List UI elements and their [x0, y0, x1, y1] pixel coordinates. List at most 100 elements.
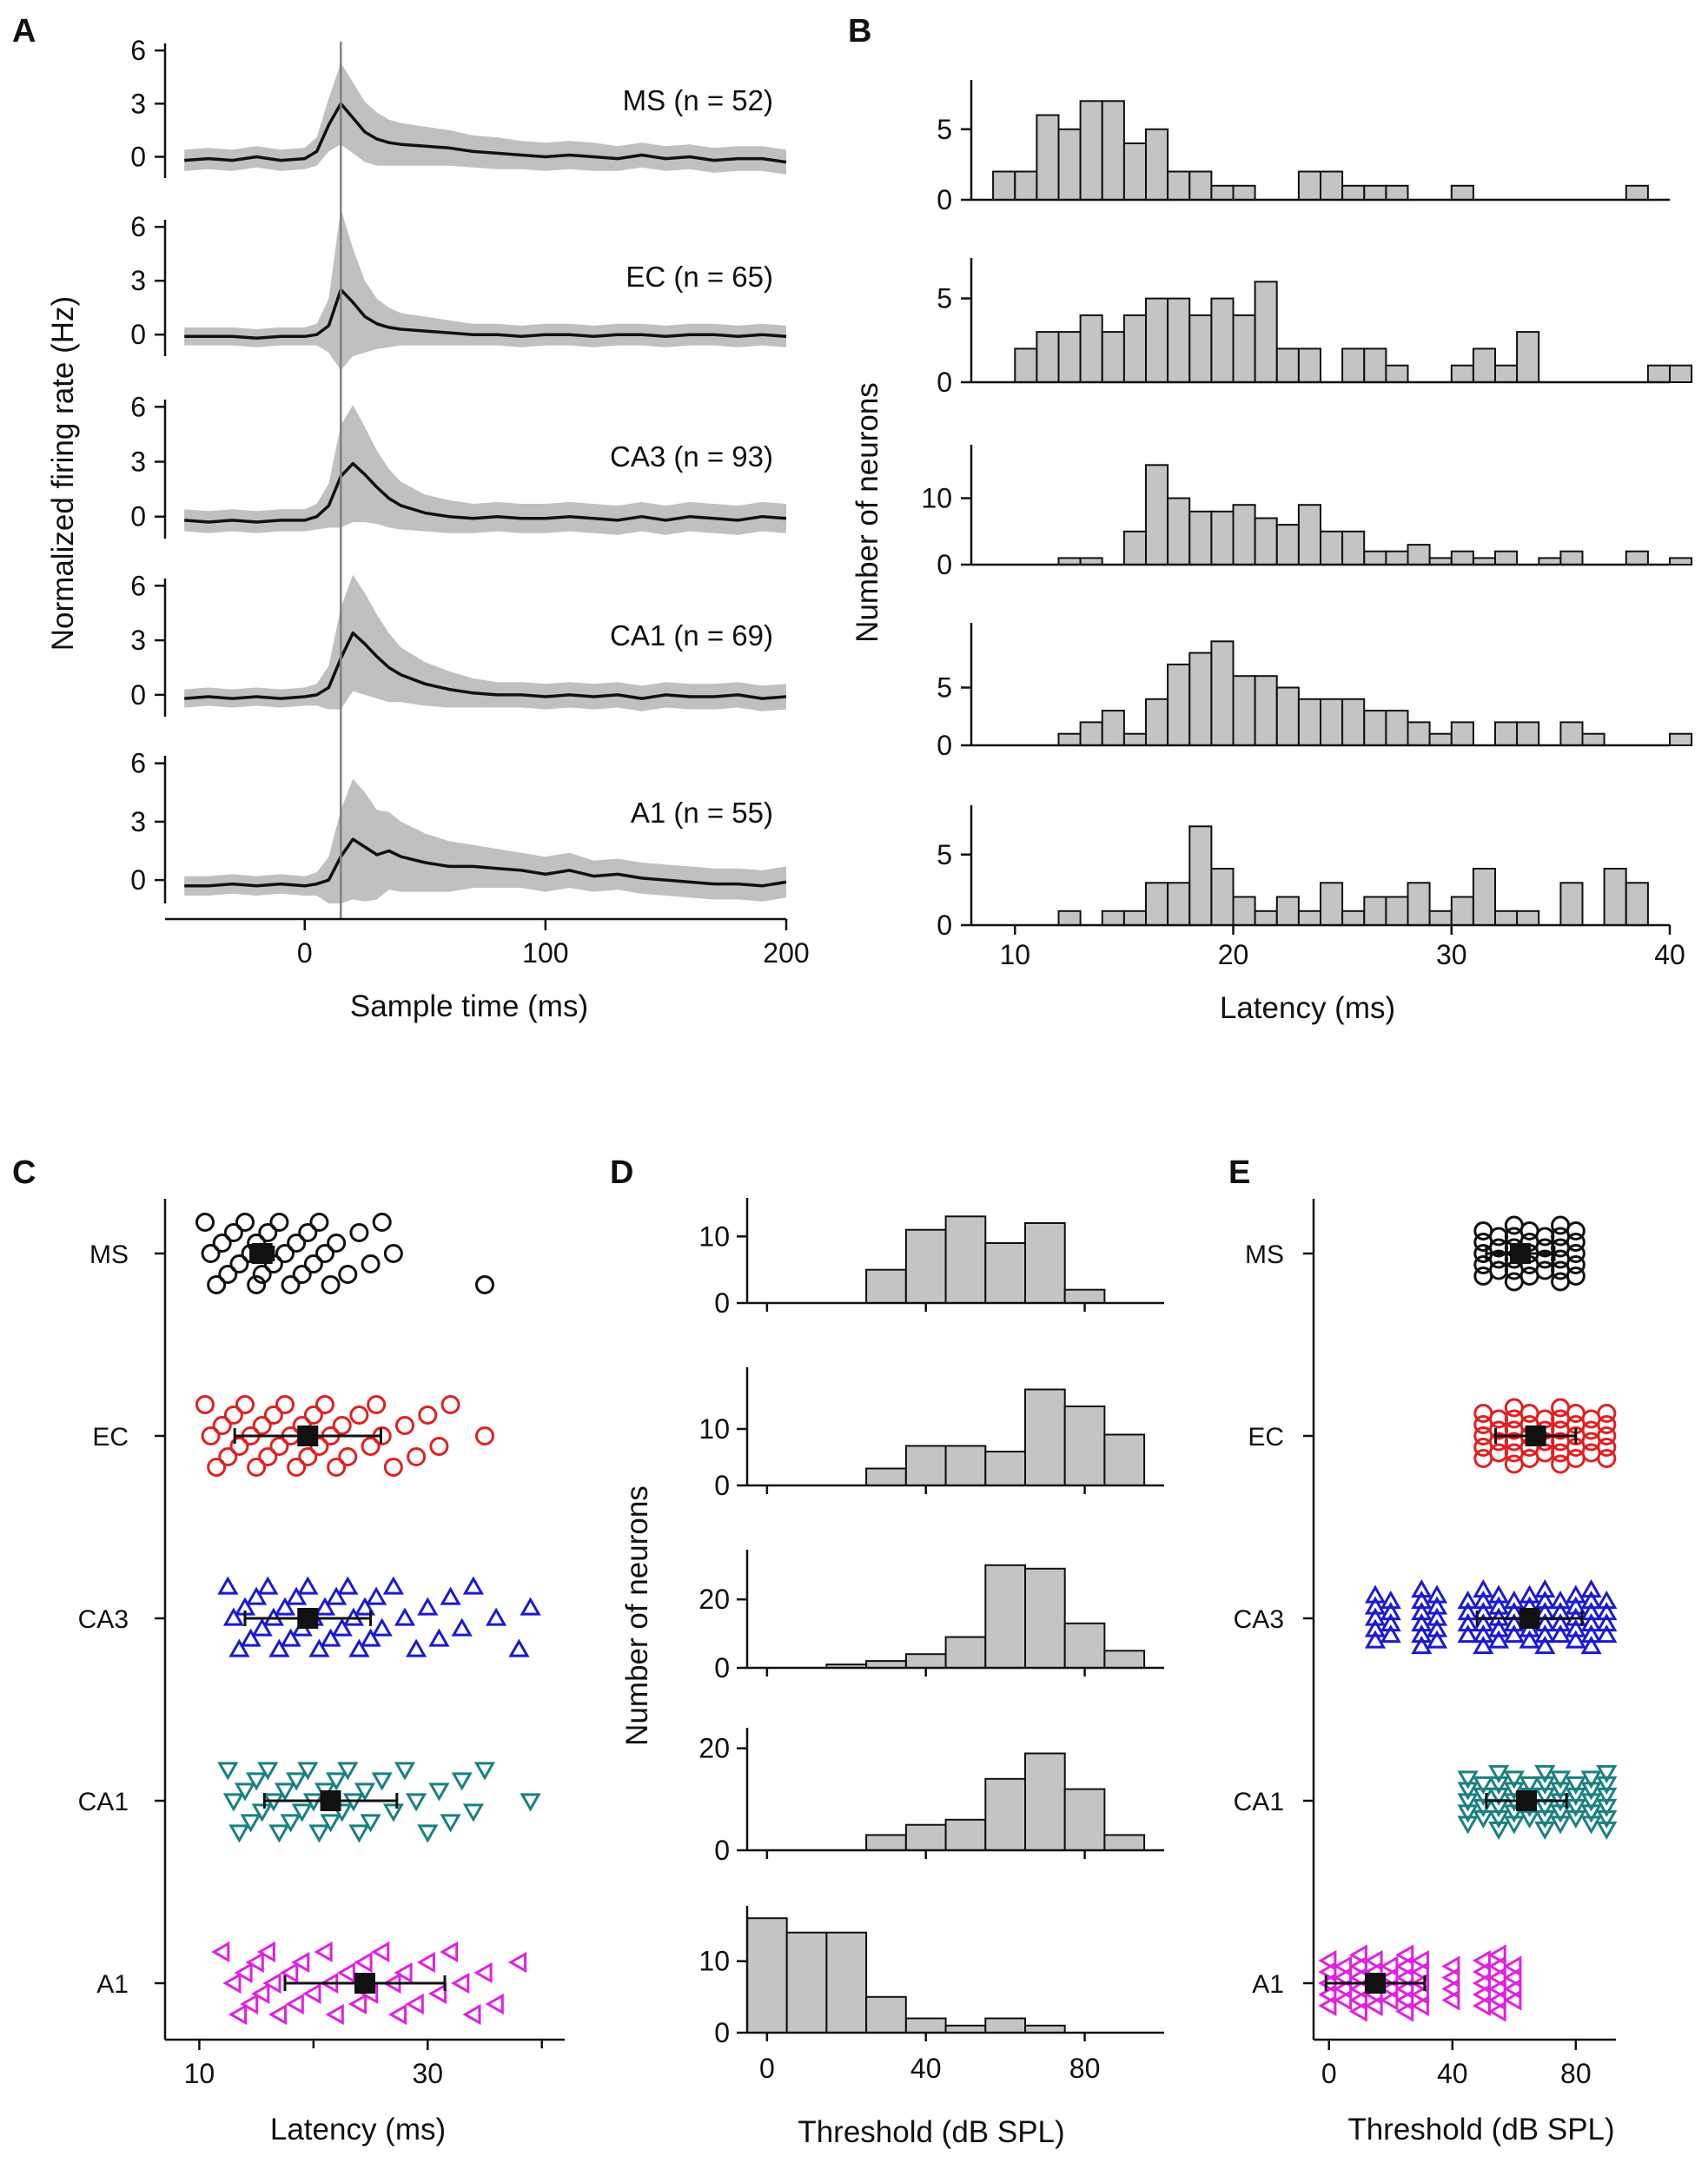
bar: [1450, 896, 1474, 926]
neuron-marker: [326, 1586, 348, 1605]
neuron-marker: [315, 1395, 334, 1414]
neuron-marker: [1488, 1584, 1510, 1604]
bar: [1428, 910, 1453, 927]
neuron-marker: [280, 1961, 299, 1984]
neuron-marker: [240, 1993, 259, 2015]
neuron-marker: [371, 1617, 393, 1637]
panel-c: MS EC CA3 CA1 A1 10 30 Latency (ms): [78, 1199, 565, 2146]
neuron-marker: [1488, 1809, 1510, 1829]
neuron-marker: [383, 1458, 403, 1477]
series-label: CA1 (n = 69): [610, 619, 773, 652]
bar: [1103, 1834, 1146, 1851]
bar: [1122, 142, 1148, 201]
neuron-marker: [1534, 1821, 1556, 1841]
category-label: EC: [1248, 1423, 1284, 1452]
neuron-marker: [1472, 1972, 1491, 1994]
y-tick-label: 0: [937, 184, 952, 215]
neuron-marker: [1596, 1612, 1618, 1632]
bar: [1385, 710, 1409, 746]
neuron-marker: [1565, 1630, 1586, 1649]
neuron-marker: [1426, 1618, 1448, 1637]
bar: [1063, 1288, 1106, 1304]
neuron-marker: [1488, 1776, 1510, 1796]
neuron-marker: [235, 1395, 255, 1414]
bar: [904, 1445, 947, 1486]
y-tick-label: 0: [714, 1287, 730, 1319]
x-tick-label: 30: [412, 2058, 443, 2089]
x-axis-label: Threshold (dB SPL): [1347, 2113, 1614, 2146]
bar: [992, 170, 1016, 201]
category-label: CA3: [1234, 1605, 1284, 1634]
bar: [1101, 331, 1125, 384]
neuron-marker: [1580, 1590, 1602, 1610]
panel-label-d: D: [610, 1154, 633, 1191]
neuron-marker: [349, 1406, 369, 1425]
bar: [1625, 550, 1649, 566]
neuron-marker: [1503, 1804, 1525, 1823]
bar: [1122, 910, 1148, 927]
bar: [785, 1931, 828, 2034]
neuron-marker: [354, 1597, 376, 1616]
histogram-ec: 0 10: [698, 1367, 1164, 1501]
trace-panel-ca1: 0 3 6 CA1 (n = 69): [130, 570, 787, 717]
neuron-marker: [1441, 1978, 1460, 2000]
bar: [1210, 297, 1235, 384]
bar: [984, 2017, 1027, 2034]
neuron-marker: [1380, 1601, 1401, 1621]
neuron-marker: [212, 1234, 232, 1253]
neuron-marker: [1519, 1776, 1540, 1796]
histogram-a1: 05: [937, 805, 1670, 941]
neuron-marker: [1457, 1782, 1479, 1801]
neuron-marker: [268, 1638, 290, 1657]
neuron-marker: [1566, 1255, 1586, 1274]
neuron-marker: [349, 1223, 369, 1242]
neuron-marker: [371, 1772, 393, 1791]
neuron-marker: [314, 1941, 333, 1963]
neuron-marker: [360, 1628, 381, 1647]
neuron-marker: [291, 1803, 313, 1822]
bar: [1625, 882, 1649, 927]
neuron-marker: [440, 1941, 459, 1963]
neuron-marker: [462, 1803, 484, 1822]
neuron-marker: [1488, 1764, 1510, 1784]
histogram-a1: 0 10: [698, 1906, 1164, 2048]
bar: [1057, 732, 1082, 747]
neuron-marker: [1534, 1764, 1556, 1784]
neuron-marker: [507, 1951, 527, 1974]
neuron-marker: [1380, 1590, 1401, 1610]
neuron-marker: [337, 1576, 359, 1595]
neuron-marker: [1534, 1612, 1556, 1632]
x-tick-label: 30: [1436, 939, 1467, 970]
x-axis-label: Latency (ms): [270, 2113, 446, 2146]
neuron-marker: [1565, 1809, 1586, 1829]
bar: [904, 1653, 947, 1669]
neuron-marker: [1348, 1989, 1367, 2011]
bar: [1669, 557, 1693, 566]
neuron-marker: [1596, 1821, 1618, 1841]
neuron-marker: [1565, 1618, 1586, 1637]
bar: [1494, 550, 1519, 566]
neuron-marker: [252, 1416, 272, 1435]
panel-label-e: E: [1228, 1154, 1250, 1191]
x-tick-label: 40: [910, 2053, 942, 2084]
bar: [1254, 910, 1278, 927]
neuron-marker: [258, 1447, 278, 1466]
bar: [1559, 550, 1584, 566]
bar: [865, 1467, 907, 1486]
neuron-marker: [257, 1762, 279, 1781]
neuron-marker: [287, 1458, 307, 1477]
bar: [1275, 896, 1300, 926]
bar: [1210, 640, 1235, 746]
neuron-marker: [285, 1993, 304, 2015]
bar: [984, 1564, 1027, 1670]
neuron-marker: [395, 1416, 414, 1435]
bar: [1014, 347, 1038, 383]
neuron-marker: [1519, 1809, 1540, 1829]
trace-panel-ca3: 0 3 6 CA3 (n = 93): [130, 391, 787, 539]
neuron-marker: [298, 1447, 318, 1466]
neuron-marker: [1457, 1770, 1479, 1789]
neuron-marker: [275, 1244, 295, 1263]
mean-marker: [297, 1608, 319, 1629]
neuron-marker: [1519, 1584, 1540, 1604]
